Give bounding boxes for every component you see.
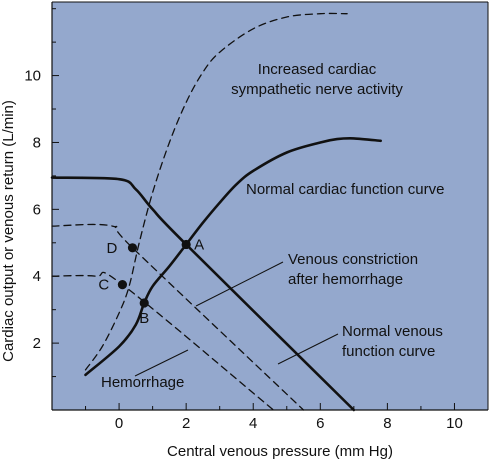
point-d (127, 243, 138, 253)
y-tick-label: 8 (33, 134, 41, 151)
point-c (117, 279, 128, 290)
point-label-b: B (139, 310, 149, 327)
annotation-cardiac: Normal cardiac function curve (246, 181, 444, 198)
x-tick-label: 2 (182, 415, 190, 432)
y-tick-label: 6 (33, 201, 41, 218)
series-venous-constriction (51, 223, 305, 411)
y-tick-label: 10 (24, 68, 41, 85)
annotation-pointers (134, 261, 339, 377)
y-tick-label: 2 (33, 335, 41, 352)
annotation-venous-line-2: function curve (342, 343, 435, 360)
annotation-venous-line-1: Normal venous (342, 323, 443, 340)
series-normal-cardiac (84, 137, 382, 377)
x-tick-label: 8 (383, 415, 391, 432)
point-b (139, 298, 149, 308)
annotations: Increased cardiac sympathetic nerve activ… (101, 61, 444, 391)
annotation-constriction-line-2: after hemorrhage (288, 271, 403, 288)
pointer-venous (277, 333, 339, 365)
x-tick-label: 4 (249, 415, 257, 432)
x-axis-title: Central venous pressure (mm Hg) (167, 443, 393, 460)
series-normal-venous (50, 176, 356, 412)
annotation-sympathetic-line-1: Increased cardiac (258, 61, 377, 78)
x-tick-label: 6 (316, 415, 324, 432)
point-label-d: D (106, 240, 117, 257)
point-label-a: A (194, 236, 204, 253)
annotation-hemorrhage: Hemorrhage (101, 374, 184, 391)
y-tick-label: 4 (33, 268, 41, 285)
point-a (181, 239, 191, 250)
pointer-hemorrhage (134, 349, 189, 377)
series-hemorrhage (51, 271, 275, 411)
pointer-constriction (195, 261, 284, 307)
series-increased-sympathetic (84, 12, 348, 371)
annotation-constriction-line-1: Venous constriction (288, 251, 418, 268)
point-label-c: C (98, 277, 109, 294)
x-tick-label: 0 (115, 415, 123, 432)
annotation-sympathetic-line-2: sympathetic nerve activity (231, 81, 403, 98)
labeled-points: A B C D (98, 236, 204, 327)
y-axis-title: Cardiac output or venous return (L/min) (0, 100, 17, 362)
axes: 0 2 4 6 8 10 2 4 6 8 10 (24, 1, 489, 432)
x-tick-label: 10 (446, 415, 463, 432)
series-layer (50, 12, 382, 412)
